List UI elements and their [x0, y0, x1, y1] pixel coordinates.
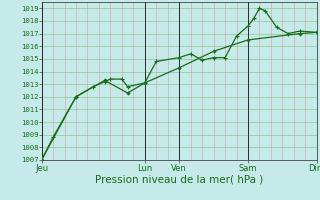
X-axis label: Pression niveau de la mer( hPa ): Pression niveau de la mer( hPa ) [95, 175, 263, 185]
